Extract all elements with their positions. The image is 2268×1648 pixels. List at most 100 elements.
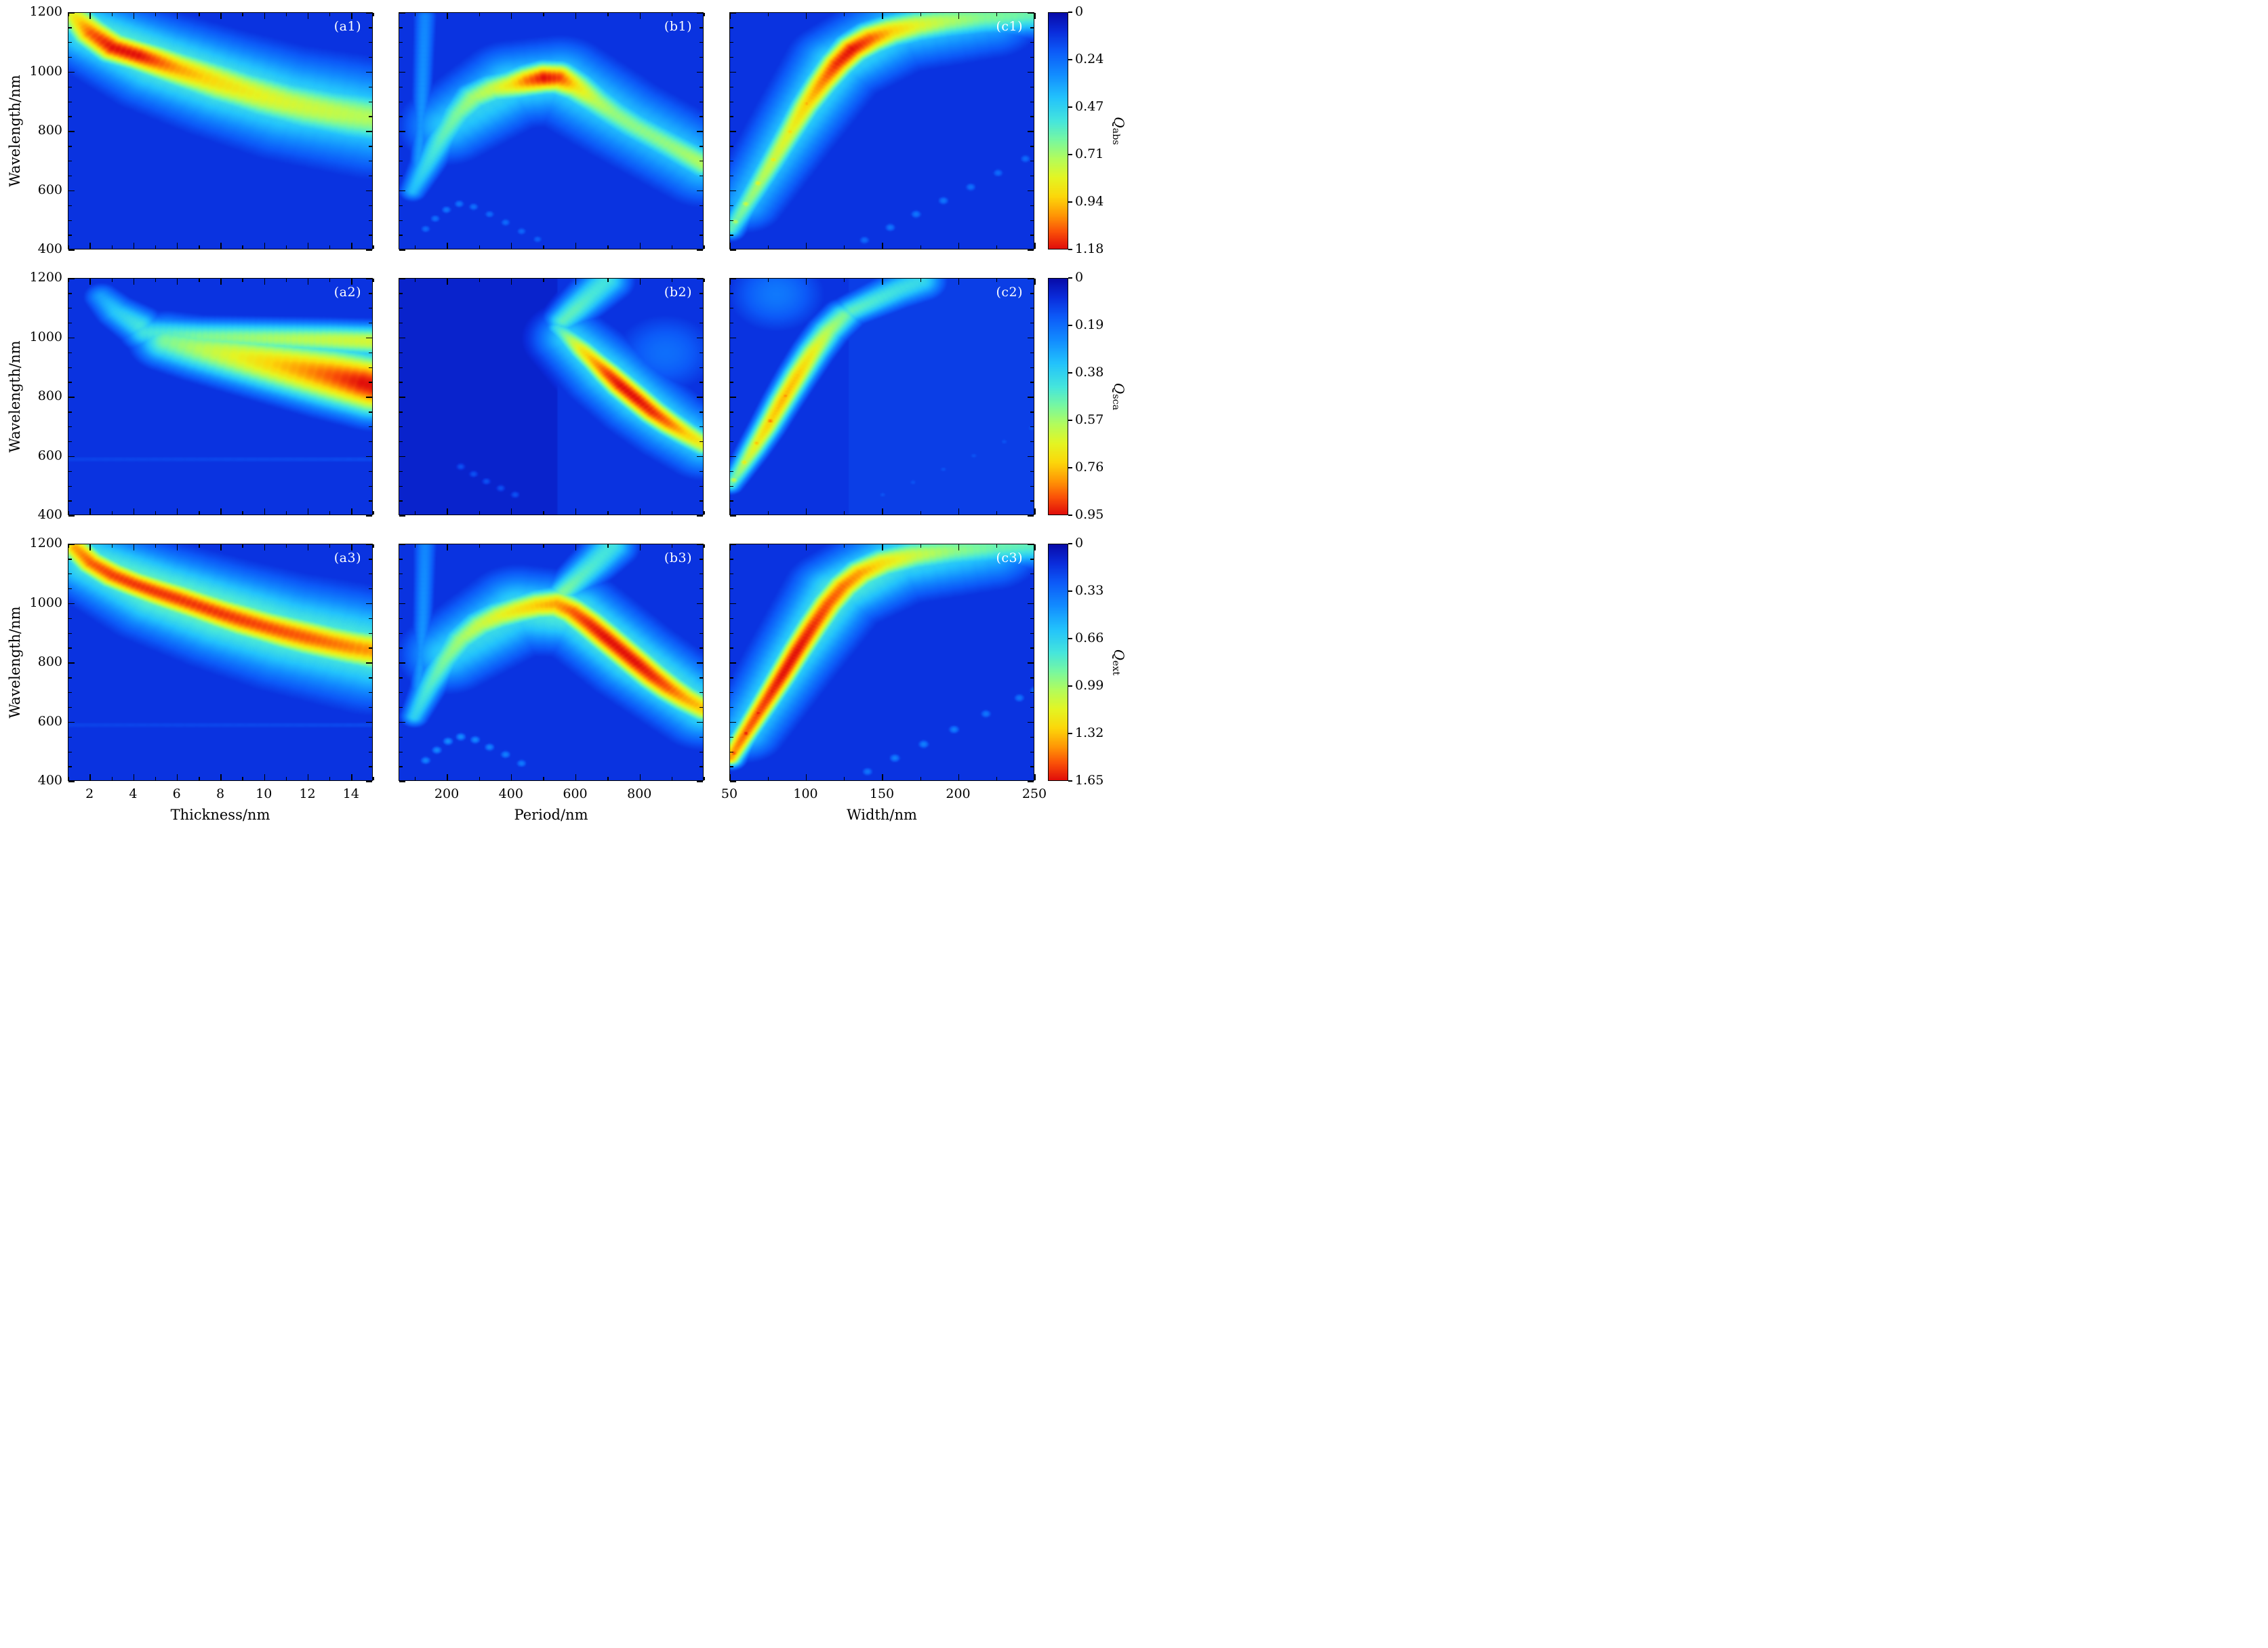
tick-mark — [1030, 618, 1034, 620]
tick-mark — [89, 544, 91, 550]
tick-mark — [1068, 543, 1072, 544]
panel-label-a3: (a3) — [333, 550, 361, 565]
tick-mark — [1068, 590, 1072, 592]
tick-mark — [369, 736, 372, 738]
tick-mark — [68, 721, 75, 723]
y-tick-label: 800 — [37, 388, 62, 403]
x-tick-label: 4 — [129, 786, 138, 801]
panel-label-c2: (c2) — [996, 285, 1023, 300]
tick-mark — [68, 278, 75, 279]
tick-mark — [369, 647, 372, 649]
tick-mark — [1068, 638, 1072, 639]
x-axis-title-width: Width/nm — [847, 807, 917, 823]
tick-mark — [329, 245, 331, 249]
tick-mark — [700, 56, 703, 58]
tick-mark — [89, 508, 91, 515]
colorbar-ticks-qext: 0 0.33 0.66 0.99 1.32 1.65 — [1075, 536, 1122, 788]
tick-mark — [111, 279, 113, 282]
tick-mark — [242, 544, 243, 548]
tick-mark — [68, 293, 72, 294]
tick-mark — [805, 774, 807, 780]
tick-mark — [700, 411, 703, 413]
x-tick-label: 8 — [216, 786, 225, 801]
tick-mark — [920, 777, 921, 780]
tick-mark — [479, 279, 481, 282]
tick-mark — [1028, 781, 1034, 782]
tick-mark — [543, 511, 544, 515]
tick-mark — [844, 777, 845, 780]
tick-mark — [730, 470, 733, 473]
tick-mark — [68, 603, 75, 605]
tick-mark — [1030, 220, 1034, 221]
tick-mark — [697, 781, 703, 782]
tick-mark — [1068, 685, 1072, 687]
tick-mark — [68, 692, 72, 694]
tick-mark — [730, 249, 736, 251]
tick-mark — [111, 777, 113, 780]
tick-mark — [366, 456, 372, 458]
tick-mark — [1030, 632, 1034, 634]
tick-mark — [639, 774, 641, 780]
tick-mark — [399, 293, 403, 294]
colorbar-tick-label: 0.94 — [1075, 194, 1104, 209]
tick-mark — [1030, 647, 1034, 649]
heatmap-c3 — [730, 544, 1034, 780]
panel-label-b1: (b1) — [664, 19, 692, 34]
tick-mark — [366, 12, 372, 14]
tick-mark — [399, 677, 403, 679]
tick-mark — [366, 603, 372, 605]
tick-mark — [767, 245, 769, 249]
x-tick-labels-width: 50 100 150 200 250 — [721, 786, 1047, 804]
panel-label-c3: (c3) — [996, 550, 1023, 565]
x-tick-label: 2 — [85, 786, 94, 801]
tick-mark — [639, 279, 641, 285]
tick-mark — [399, 781, 405, 782]
tick-mark — [700, 647, 703, 649]
tick-mark — [1068, 277, 1072, 279]
tick-mark — [730, 781, 736, 782]
tick-mark — [767, 544, 769, 548]
tick-mark — [414, 511, 416, 515]
tick-mark — [68, 706, 72, 708]
tick-mark — [89, 279, 91, 285]
tick-mark — [111, 245, 113, 249]
colorbar-tick-label: 0.99 — [1075, 678, 1104, 693]
y-tick-label: 1200 — [29, 4, 62, 19]
tick-mark — [369, 426, 372, 428]
panel-b1: (b1) — [399, 12, 705, 251]
tick-mark — [1028, 662, 1034, 664]
tick-mark — [700, 42, 703, 43]
tick-mark — [700, 116, 703, 117]
tick-mark — [729, 544, 731, 550]
tick-mark — [1030, 470, 1034, 473]
y-tick-label: 800 — [37, 654, 62, 669]
panel-label-b3: (b3) — [664, 550, 692, 565]
tick-mark — [958, 13, 960, 19]
tick-mark — [369, 632, 372, 634]
tick-mark — [329, 777, 331, 780]
tick-mark — [366, 71, 372, 73]
panel-c2: (c2) — [729, 278, 1036, 517]
tick-mark — [575, 544, 577, 550]
tick-mark — [729, 774, 731, 780]
x-tick-label: 50 — [721, 786, 738, 801]
tick-mark — [399, 588, 403, 590]
tick-mark — [697, 662, 703, 664]
tick-mark — [68, 485, 72, 487]
tick-mark — [242, 13, 243, 16]
tick-mark — [285, 13, 287, 16]
tick-mark — [399, 411, 403, 413]
tick-mark — [882, 544, 883, 550]
y-tick-labels-row3: 400 600 800 1000 1200 — [20, 536, 62, 788]
tick-mark — [729, 508, 731, 515]
colorbar-tick-label: 1.32 — [1075, 725, 1104, 740]
heatmap-b1 — [399, 13, 703, 249]
tick-mark — [242, 777, 243, 780]
tick-mark — [369, 220, 372, 221]
colorbar-gradient-qabs — [1049, 13, 1068, 249]
tick-mark — [369, 766, 372, 767]
tick-mark — [996, 245, 998, 249]
colorbar-tick-label: 0.66 — [1075, 630, 1104, 645]
tick-mark — [730, 706, 733, 708]
tick-mark — [1068, 59, 1072, 60]
